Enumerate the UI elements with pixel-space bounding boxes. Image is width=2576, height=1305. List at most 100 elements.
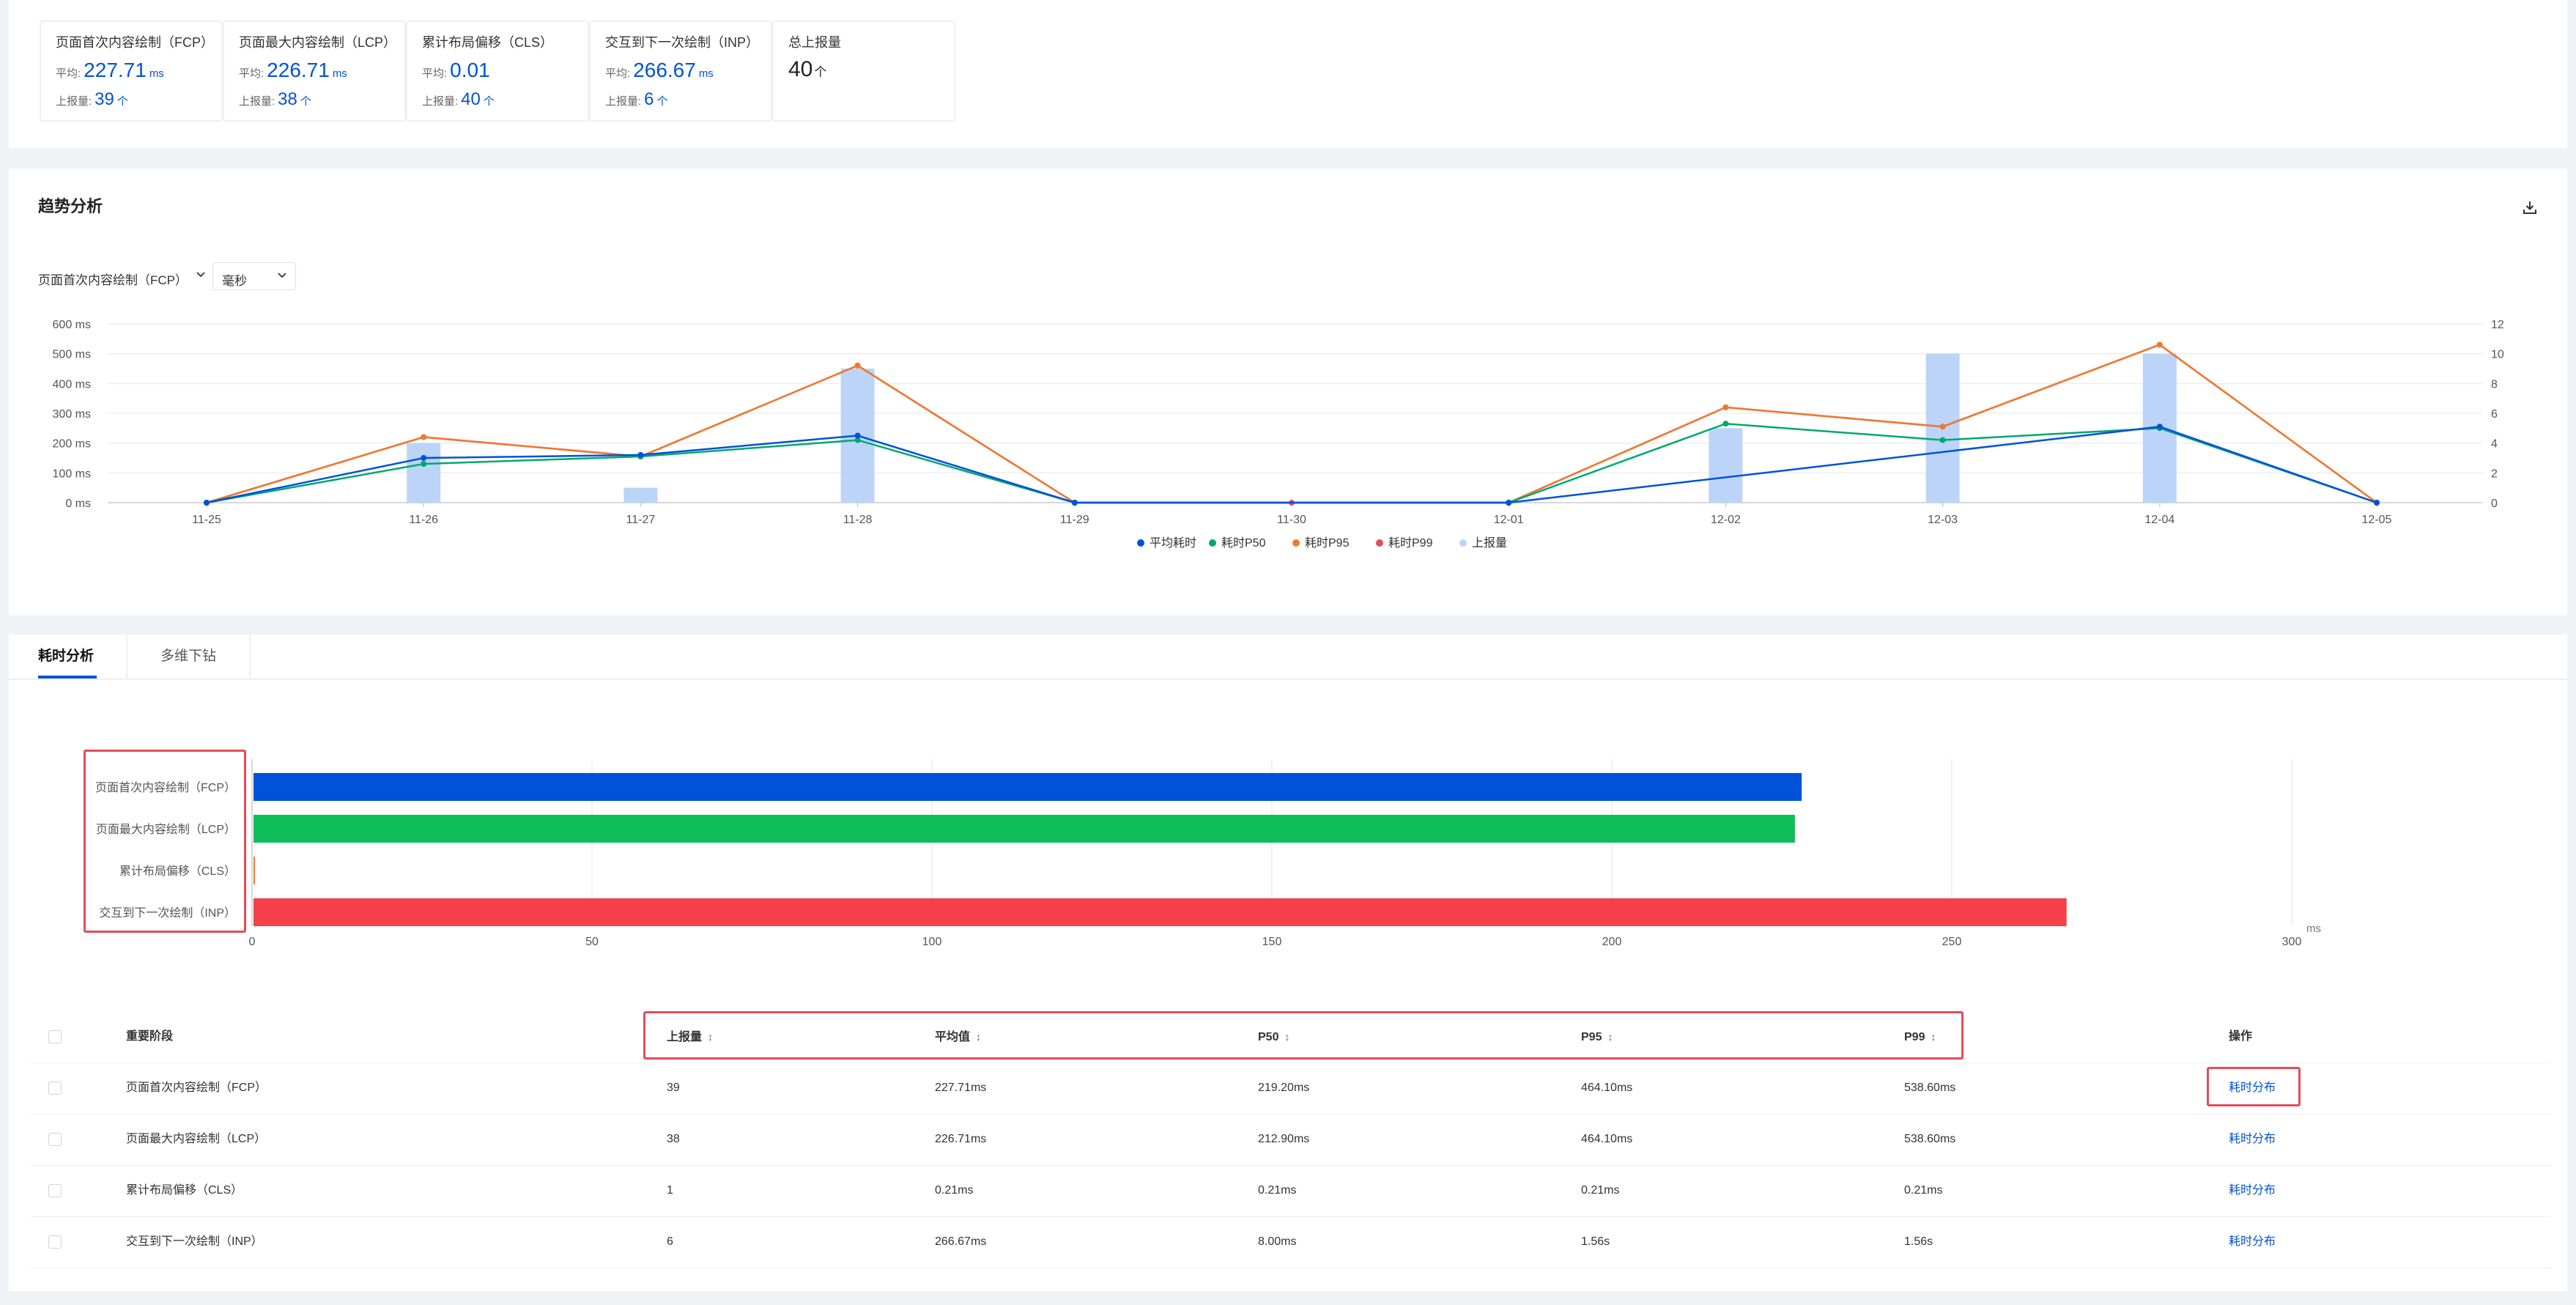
data-point: [854, 437, 861, 443]
row-checkbox[interactable]: [48, 1184, 62, 1197]
metric-title: 页面最大内容绘制（LCP）: [239, 35, 397, 50]
metric-avg-label: 平均:: [239, 67, 264, 80]
legend-label: 耗时P50: [1221, 536, 1266, 550]
sort-icon[interactable]: ↕: [1931, 1031, 1936, 1043]
y-left-tick-label: 600 ms: [53, 319, 91, 331]
y-right-tick-label: 8: [2491, 378, 2498, 391]
cell-p50: 212.90ms: [1258, 1133, 1310, 1145]
cell-p95: 0.21ms: [1581, 1184, 1620, 1197]
x-tick-label: 11-29: [1060, 514, 1089, 526]
cell-avg: 0.21ms: [935, 1184, 974, 1197]
x-tick-label: 11-28: [843, 514, 873, 526]
duration-distribution-link[interactable]: 耗时分布: [2229, 1235, 2276, 1248]
duration-bar: [253, 898, 2067, 926]
duration-distribution-link[interactable]: 耗时分布: [2229, 1184, 2276, 1197]
duration-distribution-link[interactable]: 耗时分布: [2229, 1082, 2276, 1094]
metric-title: 交互到下一次绘制（INP）: [605, 35, 760, 50]
x-tick-label: 11-30: [1277, 514, 1306, 526]
category-label: 累计布局偏移（CLS）: [119, 865, 236, 878]
metric-card-inp: 交互到下一次绘制（INP） 平均: 266.67 ms 上报量: 6 个: [589, 21, 772, 122]
x-tick-label: 100: [922, 936, 942, 948]
metric-card-cls: 累计布局偏移（CLS） 平均: 0.01 上报量: 40 个: [406, 21, 589, 122]
cell-p50: 0.21ms: [1258, 1184, 1297, 1197]
table-row: 交互到下一次绘制（INP） 6 266.67ms 8.00ms 1.56s 1.…: [31, 1216, 2551, 1268]
metric-count-value: 38: [278, 89, 297, 109]
analysis-tabs: 耗时分析 多维下钻: [9, 635, 2567, 680]
metric-avg-value: 0.01: [450, 59, 490, 81]
select-all-checkbox[interactable]: [48, 1030, 62, 1043]
x-tick-label: 250: [1942, 936, 1962, 948]
sort-icon[interactable]: ↕: [708, 1031, 714, 1043]
col-avg-label: 平均值: [935, 1031, 971, 1043]
metrics-panel: 页面首次内容绘制（FCP） 平均: 227.71 ms 上报量: 39 个 页面最大内容…: [9, 0, 2567, 148]
col-p50-label: P50: [1258, 1031, 1279, 1043]
metric-avg-value: 226.71: [267, 59, 330, 81]
cell-count: 6: [667, 1235, 673, 1248]
x-tick-label: 11-26: [409, 514, 438, 526]
y-right-tick-label: 10: [2491, 349, 2504, 361]
data-point: [1506, 500, 1512, 506]
row-checkbox[interactable]: [48, 1133, 62, 1146]
download-icon[interactable]: [2522, 199, 2538, 215]
duration-bar: [253, 857, 255, 884]
data-point: [1939, 424, 1946, 430]
metric-count-row: 上报量: 40 个: [422, 89, 495, 110]
col-p99-label: P99: [1904, 1031, 1925, 1043]
category-label: 交互到下一次绘制（INP）: [99, 906, 236, 920]
metric-title: 累计布局偏移（CLS）: [422, 35, 554, 50]
metric-avg-unit: ms: [332, 67, 347, 80]
metric-card-total: 总上报量 40 个: [772, 21, 955, 122]
row-checkbox[interactable]: [48, 1235, 62, 1249]
cell-p99: 1.56s: [1904, 1235, 1933, 1248]
y-left-tick-label: 500 ms: [53, 349, 91, 361]
cell-stage: 累计布局偏移（CLS）: [126, 1184, 243, 1197]
x-unit-label: ms: [2306, 923, 2321, 935]
sort-icon[interactable]: ↕: [1607, 1031, 1613, 1043]
col-stage: 重要阶段: [126, 1030, 174, 1043]
metric-total-value: 40: [788, 57, 813, 81]
x-tick-label: 300: [2282, 936, 2302, 948]
sort-icon[interactable]: ↕: [1284, 1031, 1290, 1043]
metric-avg-row: 平均: 226.71 ms: [239, 59, 347, 82]
metric-count-label: 上报量:: [56, 95, 92, 108]
col-count[interactable]: 上报量 ↕: [667, 1011, 713, 1062]
trend-panel: 趋势分析 页面首次内容绘制（FCP） 毫秒 0 ms 100 ms 200 ms 30…: [9, 169, 2567, 615]
metric-count-label: 上报量:: [605, 95, 642, 108]
chevron-down-icon: [196, 272, 205, 278]
col-p99[interactable]: P99 ↕: [1904, 1011, 1936, 1062]
tab-duration-analysis[interactable]: 耗时分析: [38, 648, 95, 664]
row-checkbox[interactable]: [48, 1082, 62, 1095]
sort-icon[interactable]: ↕: [976, 1031, 982, 1043]
cell-count: 39: [667, 1082, 680, 1094]
metric-total-unit: 个: [814, 65, 827, 79]
bar-report-count: [1709, 428, 1743, 503]
cell-p50: 8.00ms: [1258, 1235, 1297, 1248]
metric-title: 总上报量: [788, 35, 841, 50]
y-left-tick-label: 400 ms: [53, 378, 91, 391]
data-point: [2374, 500, 2380, 506]
cell-p50: 219.20ms: [1258, 1082, 1310, 1094]
metric-total-row: 40 个: [788, 57, 826, 82]
x-tick-label: 12-01: [1494, 514, 1524, 526]
tab-drilldown[interactable]: 多维下钻: [126, 635, 251, 679]
x-tick-label: 50: [585, 936, 599, 948]
chevron-down-icon: [278, 273, 286, 278]
col-p50[interactable]: P50 ↕: [1258, 1011, 1289, 1062]
x-tick-label: 12-02: [1711, 514, 1741, 526]
table-header: 重要阶段 上报量 ↕ 平均值 ↕ P50 ↕ P95 ↕ P99 ↕ 操作: [31, 1011, 2551, 1063]
y-right-tick-label: 2: [2491, 467, 2498, 480]
x-tick-label: 0: [249, 936, 256, 948]
cell-stage: 页面最大内容绘制（LCP）: [126, 1133, 267, 1145]
series-line: [206, 422, 2377, 504]
col-p95[interactable]: P95 ↕: [1581, 1011, 1613, 1062]
y-left-tick-label: 0 ms: [65, 498, 91, 510]
unit-select[interactable]: 毫秒: [212, 262, 296, 290]
table-row: 累计布局偏移（CLS） 1 0.21ms 0.21ms 0.21ms 0.21m…: [31, 1165, 2551, 1217]
y-right-tick-label: 12: [2491, 319, 2504, 331]
metric-select[interactable]: 页面首次内容绘制（FCP）: [38, 262, 207, 290]
cell-p95: 464.10ms: [1581, 1133, 1633, 1145]
col-avg[interactable]: 平均值 ↕: [935, 1011, 981, 1062]
metric-count-row: 上报量: 38 个: [239, 89, 311, 110]
metric-count-value: 39: [95, 89, 114, 109]
duration-distribution-link[interactable]: 耗时分布: [2229, 1133, 2276, 1145]
